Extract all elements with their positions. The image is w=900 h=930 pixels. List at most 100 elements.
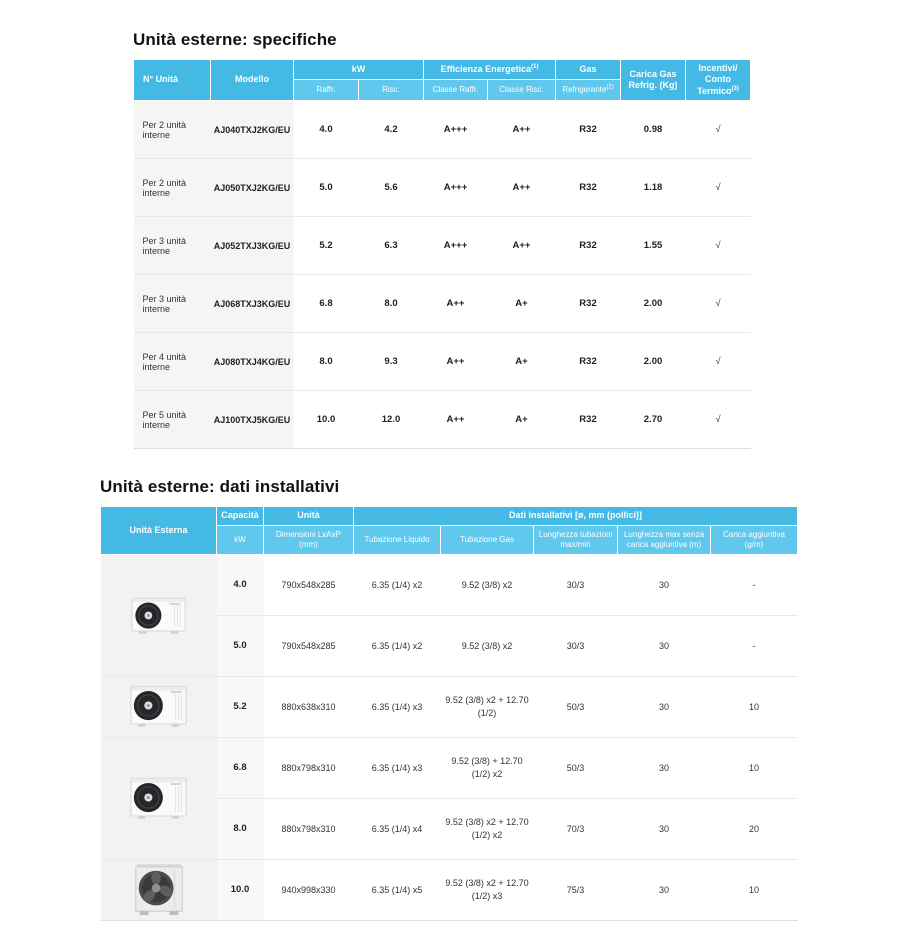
cell-unit-image xyxy=(100,676,217,738)
cell-capacita: 6.8 xyxy=(216,737,264,799)
section-specifiche: Unità esterne: specifiche N° Unità Model… xyxy=(133,30,752,449)
cell-capacita: 5.2 xyxy=(216,676,264,738)
subheader-classe-risc: Classe Risc. xyxy=(486,79,557,101)
cell-dimensioni: 880x638x310 xyxy=(263,676,354,738)
subheader-raffr: Raffr. xyxy=(293,79,359,101)
subheader-tubazione-liquido: Tubazione Liquido xyxy=(353,525,441,555)
cell-tubazione-liquido: 6.35 (1/4) x2 xyxy=(353,615,441,677)
cell-gas: R32 xyxy=(555,100,621,159)
cell-tubazione-gas: 9.52 (3/8) x2 xyxy=(440,554,534,616)
cell-n-unita: Per 3 unità interne xyxy=(133,274,211,333)
header-group-dati-installativi: Dati installativi [ø, mm (pollici)] xyxy=(352,506,799,526)
header-group-capacita: Capacità xyxy=(216,506,264,526)
cell-capacita: 8.0 xyxy=(216,798,264,860)
cell-modello: AJ080TXJ4KG/EU xyxy=(210,332,294,391)
table-row: 10.0 940x998x330 6.35 (1/4) x5 9.52 (3/8… xyxy=(100,859,798,921)
header-modello: Modello xyxy=(210,59,294,101)
header-incentivi: Incentivi/ Conto Termico(3) xyxy=(685,59,752,101)
cell-raffr: 4.0 xyxy=(293,100,359,159)
cell-gas: R32 xyxy=(555,390,621,449)
cell-lunghezza-tubazioni: 70/3 xyxy=(533,798,618,860)
header-incentivi-sup: (3) xyxy=(731,85,739,92)
table-row: Per 2 unità interne AJ050TXJ2KG/EU 5.0 5… xyxy=(133,158,751,217)
table-row: 5.2 880x638x310 6.35 (1/4) x3 9.52 (3/8)… xyxy=(100,676,798,738)
cell-carica: 2.00 xyxy=(620,332,686,391)
table-row: 6.8 880x798x310 6.35 (1/4) x3 9.52 (3/8)… xyxy=(100,737,798,860)
table-row: Per 3 unità interne AJ068TXJ3KG/EU 6.8 8… xyxy=(133,274,751,333)
cell-carica-aggiuntiva: 10 xyxy=(710,859,798,921)
cell-classe-raffr: A++ xyxy=(423,274,488,333)
cell-n-unita: Per 2 unità interne xyxy=(133,158,211,217)
subheader-lunghezza-max: Lunghezza max senza carica aggiuntiva (m… xyxy=(617,525,711,555)
outdoor-unit-medium-image xyxy=(129,777,187,819)
header-incentivi-line2: Conto Termico xyxy=(697,74,732,96)
cell-lunghezza-max: 30 xyxy=(617,676,711,738)
cell-risc: 12.0 xyxy=(358,390,424,449)
header-group-gas: Gas xyxy=(555,59,622,80)
header-carica-gas: Carica Gas Refrig. (Kg) xyxy=(620,59,687,101)
cell-capacita: 10.0 xyxy=(216,859,264,921)
cell-modello: AJ068TXJ3KG/EU xyxy=(210,274,294,333)
checkmark: √ xyxy=(685,216,751,275)
header-group-efficienza: Efficienza Energetica(1) xyxy=(422,59,557,80)
cell-lunghezza-tubazioni: 30/3 xyxy=(533,554,618,616)
outdoor-unit-small-image xyxy=(130,597,186,634)
subheader-refrigerante-sup: (2) xyxy=(606,84,614,91)
cell-dimensioni: 880x798x310 xyxy=(263,737,354,799)
cell-modello: AJ040TXJ2KG/EU xyxy=(210,100,294,159)
cell-dimensioni: 880x798x310 xyxy=(263,798,354,860)
cell-gas: R32 xyxy=(555,274,621,333)
cell-dimensioni: 790x548x285 xyxy=(263,554,354,616)
header-carica-line1: Carica Gas xyxy=(629,68,677,79)
checkmark: √ xyxy=(685,100,751,159)
cell-modello: AJ100TXJ5KG/EU xyxy=(210,390,294,449)
cell-capacita: 5.0 xyxy=(216,615,264,677)
cell-classe-risc: A+ xyxy=(487,390,556,449)
cell-tubazione-gas: 9.52 (3/8) x2 + 12.70 (1/2) xyxy=(440,676,534,738)
cell-classe-raffr: A+++ xyxy=(423,100,488,159)
cell-risc: 9.3 xyxy=(358,332,424,391)
outdoor-unit-medium-image xyxy=(129,685,187,727)
cell-tubazione-gas: 9.52 (3/8) x2 + 12.70 (1/2) x2 xyxy=(440,798,534,860)
page-title-dati-installativi: Unità esterne: dati installativi xyxy=(100,477,340,496)
cell-n-unita: Per 3 unità interne xyxy=(133,216,211,275)
subheader-lunghezza-tubazioni: Lunghezza tubazioni max/min xyxy=(533,525,618,555)
cell-carica: 1.18 xyxy=(620,158,686,217)
cell-carica-aggiuntiva: 10 xyxy=(710,737,798,799)
cell-classe-raffr: A+++ xyxy=(423,216,488,275)
cell-carica: 2.00 xyxy=(620,274,686,333)
cell-gas: R32 xyxy=(555,158,621,217)
cell-tubazione-liquido: 6.35 (1/4) x4 xyxy=(353,798,441,860)
cell-classe-risc: A++ xyxy=(487,158,556,217)
cell-tubazione-liquido: 6.35 (1/4) x3 xyxy=(353,737,441,799)
cell-classe-risc: A+ xyxy=(487,274,556,333)
header-unita-esterna: Unità Esterna xyxy=(100,506,217,555)
section-dati-installativi: Unità esterne: dati installativi Unità E… xyxy=(100,477,799,921)
cell-raffr: 6.8 xyxy=(293,274,359,333)
cell-classe-risc: A++ xyxy=(487,100,556,159)
subheader-dimensioni: Dimensioni LxAxP (mm) xyxy=(263,525,354,555)
checkmark: √ xyxy=(685,274,751,333)
header-efficienza-label: Efficienza Energetica xyxy=(440,63,532,74)
cell-lunghezza-tubazioni: 50/3 xyxy=(533,676,618,738)
cell-lunghezza-tubazioni: 50/3 xyxy=(533,737,618,799)
cell-risc: 5.6 xyxy=(358,158,424,217)
header-group-kw: kW xyxy=(293,59,424,80)
cell-n-unita: Per 5 unità interne xyxy=(133,390,211,449)
header-carica-line2: Refrig. (Kg) xyxy=(628,80,678,90)
cell-lunghezza-max: 30 xyxy=(617,615,711,677)
header-efficienza-sup: (1) xyxy=(531,63,539,70)
cell-classe-raffr: A++ xyxy=(423,390,488,449)
cell-carica: 1.55 xyxy=(620,216,686,275)
cell-capacita: 4.0 xyxy=(216,554,264,616)
cell-dimensioni: 790x548x285 xyxy=(263,615,354,677)
checkmark: √ xyxy=(685,390,751,449)
cell-unit-image xyxy=(100,554,217,677)
checkmark: √ xyxy=(685,158,751,217)
cell-raffr: 5.2 xyxy=(293,216,359,275)
cell-risc: 4.2 xyxy=(358,100,424,159)
subheader-refrigerante-label: Refrigerante xyxy=(562,85,607,94)
cell-lunghezza-max: 30 xyxy=(617,737,711,799)
subheader-tubazione-gas: Tubazione Gas xyxy=(440,525,534,555)
subheader-carica-aggiuntiva: Carica aggiuntiva (g/m) xyxy=(709,525,799,555)
